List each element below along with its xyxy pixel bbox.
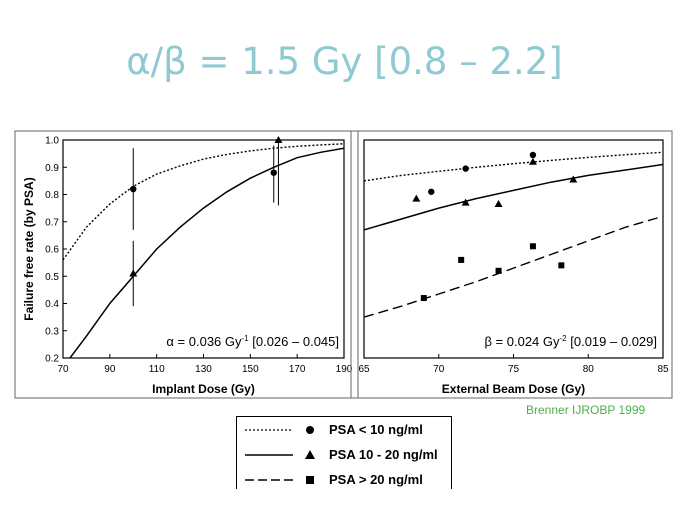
x-tick-label: 130 xyxy=(195,364,212,375)
legend-symbol-psa-gt-20 xyxy=(245,476,314,484)
x-tick-label: 170 xyxy=(289,364,306,375)
x-tick-label: 65 xyxy=(358,364,370,375)
legend-item-psa-10-20: PSA 10 - 20 ng/ml xyxy=(237,446,451,464)
panel-frame xyxy=(14,130,359,399)
data-point-square xyxy=(458,256,465,263)
legend-symbol-psa-lt-10 xyxy=(245,426,314,434)
legend-marker-square xyxy=(306,476,314,484)
x-axis-label: External Beam Dose (Gy) xyxy=(442,382,585,396)
y-tick-label: 0.8 xyxy=(45,190,59,201)
curve-dotted-psa-lt-10 xyxy=(63,143,344,261)
y-tick-label: 0.6 xyxy=(45,245,59,256)
x-axis-label: Implant Dose (Gy) xyxy=(152,382,255,396)
legend-label: PSA > 20 ng/ml xyxy=(329,472,423,487)
model-annotation: β = 0.024 Gy-2 [0.019 – 0.029] xyxy=(484,334,657,349)
y-tick-label: 0.5 xyxy=(45,272,59,283)
legend-marker-circle xyxy=(306,426,314,434)
data-point-circle xyxy=(428,188,435,195)
y-tick-label: 0.2 xyxy=(45,354,59,365)
annotation-main: β = 0.024 Gy xyxy=(484,334,560,349)
y-tick-label: 0.3 xyxy=(45,326,59,337)
x-tick-label: 90 xyxy=(104,364,116,375)
x-tick-label: 110 xyxy=(149,364,165,375)
curve-solid-psa-10-20 xyxy=(69,147,344,358)
x-tick-label: 85 xyxy=(657,364,669,375)
legend-item-psa-gt-20: PSA > 20 ng/ml xyxy=(237,471,451,489)
data-point-triangle xyxy=(528,157,537,165)
y-axis-label: Failure free rate (by PSA) xyxy=(22,177,36,320)
x-tick-label: 150 xyxy=(242,364,259,375)
curve-solid-psa-10-20 xyxy=(364,163,663,231)
data-point-triangle xyxy=(494,200,503,208)
data-point-triangle xyxy=(274,136,283,143)
annotation-main: α = 0.036 Gy xyxy=(166,334,242,349)
legend-symbol-psa-10-20 xyxy=(245,450,315,459)
data-point-circle xyxy=(270,169,277,176)
x-tick-label: 190 xyxy=(336,364,353,375)
y-tick-label: 0.7 xyxy=(45,217,59,228)
data-point-triangle xyxy=(129,269,138,277)
data-point-square xyxy=(558,262,565,269)
annotation-superscript: -2 xyxy=(560,334,568,343)
annotation-interval: [0.026 – 0.045] xyxy=(249,334,339,349)
slide-title: α/β = 1.5 Gy [0.8 – 2.2] xyxy=(126,40,563,83)
legend-marker-triangle xyxy=(305,450,315,459)
model-annotation: α = 0.036 Gy-1 [0.026 – 0.045] xyxy=(166,334,339,349)
legend-label: PSA 10 - 20 ng/ml xyxy=(329,447,438,462)
annotation-superscript: -1 xyxy=(242,334,250,343)
citation-credit: Brenner IJROBP 1999 xyxy=(526,403,646,417)
x-tick-label: 70 xyxy=(433,364,445,375)
curve-dashed-psa-gt-20 xyxy=(364,215,663,318)
data-point-triangle xyxy=(461,198,470,206)
legend: PSA < 10 ng/ml PSA 10 - 20 ng/ml PSA > 2… xyxy=(236,416,452,489)
y-tick-label: 0.4 xyxy=(45,299,59,310)
legend-label: PSA < 10 ng/ml xyxy=(329,422,423,437)
legend-item-psa-lt-10: PSA < 10 ng/ml xyxy=(237,421,451,439)
data-point-triangle xyxy=(412,194,421,202)
data-point-square xyxy=(420,295,427,302)
figure-background xyxy=(14,128,672,400)
external-beam-panel: 65 70 75 80 85 External Beam Dose (Gy) β = 0.0… xyxy=(350,130,673,399)
data-point-circle xyxy=(529,151,537,159)
y-tick-label: 0.9 xyxy=(45,163,59,174)
y-tick-label: 1.0 xyxy=(45,136,59,147)
x-tick-label: 75 xyxy=(508,364,520,375)
data-point-square xyxy=(495,267,502,274)
x-tick-label: 70 xyxy=(57,364,69,375)
data-point-square xyxy=(529,243,536,250)
annotation-interval: [0.019 – 0.029] xyxy=(567,334,657,349)
data-point-circle xyxy=(462,165,469,172)
data-point-triangle xyxy=(569,175,578,183)
implant-dose-panel: 70 90 110 130 150 170 190 0.2 0.3 0.4 0.5 0.6 0.7 0.8… xyxy=(14,130,359,399)
x-tick-label: 80 xyxy=(583,364,595,375)
panel-frame xyxy=(350,130,673,399)
data-point-circle xyxy=(130,185,137,193)
